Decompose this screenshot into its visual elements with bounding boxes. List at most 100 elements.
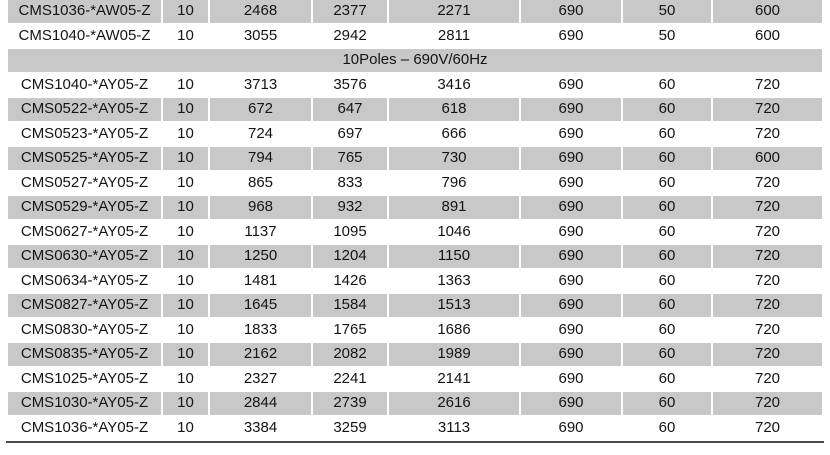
model-cell: CMS1040-*AW05-Z <box>8 24 161 47</box>
value-cell: 690 <box>521 343 621 366</box>
value-cell: 720 <box>713 294 822 317</box>
value-cell: 50 <box>623 0 711 23</box>
value-cell: 697 <box>313 122 387 145</box>
value-cell: 3113 <box>389 416 519 439</box>
value-cell: 600 <box>713 0 822 23</box>
value-cell: 10 <box>163 318 208 341</box>
value-cell: 2162 <box>210 343 311 366</box>
value-cell: 2141 <box>389 367 519 390</box>
value-cell: 1426 <box>313 269 387 292</box>
table-row: CMS0627-*AY05-Z 10 1137 1095 1046 690 60 720 <box>8 220 822 243</box>
value-cell: 10 <box>163 73 208 96</box>
value-cell: 720 <box>713 196 822 219</box>
value-cell: 720 <box>713 416 822 439</box>
value-cell: 60 <box>623 220 711 243</box>
value-cell: 720 <box>713 98 822 121</box>
model-cell: CMS1030-*AY05-Z <box>8 392 161 415</box>
model-cell: CMS0835-*AY05-Z <box>8 343 161 366</box>
value-cell: 60 <box>623 318 711 341</box>
model-cell: CMS0522-*AY05-Z <box>8 98 161 121</box>
value-cell: 730 <box>389 147 519 170</box>
table-row: CMS0522-*AY05-Z 10 672 647 618 690 60 720 <box>8 98 822 121</box>
table-row: CMS0529-*AY05-Z 10 968 932 891 690 60 720 <box>8 196 822 219</box>
value-cell: 690 <box>521 73 621 96</box>
value-cell: 720 <box>713 367 822 390</box>
value-cell: 2082 <box>313 343 387 366</box>
value-cell: 690 <box>521 98 621 121</box>
value-cell: 1989 <box>389 343 519 366</box>
value-cell: 3713 <box>210 73 311 96</box>
value-cell: 60 <box>623 147 711 170</box>
value-cell: 10 <box>163 122 208 145</box>
value-cell: 3384 <box>210 416 311 439</box>
value-cell: 720 <box>713 73 822 96</box>
model-cell: CMS0523-*AY05-Z <box>8 122 161 145</box>
value-cell: 1204 <box>313 245 387 268</box>
value-cell: 60 <box>623 196 711 219</box>
value-cell: 690 <box>521 196 621 219</box>
value-cell: 666 <box>389 122 519 145</box>
value-cell: 690 <box>521 367 621 390</box>
value-cell: 672 <box>210 98 311 121</box>
value-cell: 60 <box>623 392 711 415</box>
table-row: CMS0630-*AY05-Z 10 1250 1204 1150 690 60 720 <box>8 245 822 268</box>
value-cell: 690 <box>521 122 621 145</box>
value-cell: 10 <box>163 24 208 47</box>
value-cell: 10 <box>163 196 208 219</box>
value-cell: 1513 <box>389 294 519 317</box>
section-header-row: 10Poles – 690V/60Hz <box>8 49 822 72</box>
table-row: CMS1036-*AW05-Z 10 2468 2377 2271 690 50 600 <box>8 0 822 23</box>
value-cell: 1765 <box>313 318 387 341</box>
table-row: CMS0525-*AY05-Z 10 794 765 730 690 60 600 <box>8 147 822 170</box>
value-cell: 2811 <box>389 24 519 47</box>
value-cell: 600 <box>713 24 822 47</box>
value-cell: 10 <box>163 294 208 317</box>
value-cell: 618 <box>389 98 519 121</box>
value-cell: 60 <box>623 98 711 121</box>
value-cell: 10 <box>163 220 208 243</box>
table-row: CMS0835-*AY05-Z 10 2162 2082 1989 690 60 720 <box>8 343 822 366</box>
value-cell: 1250 <box>210 245 311 268</box>
value-cell: 891 <box>389 196 519 219</box>
value-cell: 2241 <box>313 367 387 390</box>
value-cell: 968 <box>210 196 311 219</box>
value-cell: 690 <box>521 171 621 194</box>
value-cell: 1481 <box>210 269 311 292</box>
value-cell: 690 <box>521 0 621 23</box>
value-cell: 10 <box>163 147 208 170</box>
value-cell: 60 <box>623 367 711 390</box>
model-cell: CMS0827-*AY05-Z <box>8 294 161 317</box>
value-cell: 3055 <box>210 24 311 47</box>
value-cell: 1363 <box>389 269 519 292</box>
value-cell: 690 <box>521 269 621 292</box>
spec-table: CMS1036-*AW05-Z 10 2468 2377 2271 690 50 600 CMS… <box>6 0 824 443</box>
table-row: CMS1030-*AY05-Z 10 2844 2739 2616 690 60 720 <box>8 392 822 415</box>
table-row: CMS0523-*AY05-Z 10 724 697 666 690 60 720 <box>8 122 822 145</box>
table-row: CMS0830-*AY05-Z 10 1833 1765 1686 690 60 720 <box>8 318 822 341</box>
value-cell: 60 <box>623 122 711 145</box>
value-cell: 720 <box>713 245 822 268</box>
value-cell: 720 <box>713 392 822 415</box>
value-cell: 1584 <box>313 294 387 317</box>
model-cell: CMS1025-*AY05-Z <box>8 367 161 390</box>
value-cell: 796 <box>389 171 519 194</box>
value-cell: 1833 <box>210 318 311 341</box>
model-cell: CMS0830-*AY05-Z <box>8 318 161 341</box>
model-cell: CMS1036-*AW05-Z <box>8 0 161 23</box>
table-row: CMS1040-*AW05-Z 10 3055 2942 2811 690 50 600 <box>8 24 822 47</box>
value-cell: 794 <box>210 147 311 170</box>
value-cell: 2616 <box>389 392 519 415</box>
model-cell: CMS0529-*AY05-Z <box>8 196 161 219</box>
value-cell: 765 <box>313 147 387 170</box>
value-cell: 2377 <box>313 0 387 23</box>
model-cell: CMS1040-*AY05-Z <box>8 73 161 96</box>
table-row: CMS0634-*AY05-Z 10 1481 1426 1363 690 60 720 <box>8 269 822 292</box>
model-cell: CMS0527-*AY05-Z <box>8 171 161 194</box>
value-cell: 2844 <box>210 392 311 415</box>
value-cell: 10 <box>163 367 208 390</box>
model-cell: CMS0630-*AY05-Z <box>8 245 161 268</box>
value-cell: 600 <box>713 147 822 170</box>
model-cell: CMS0525-*AY05-Z <box>8 147 161 170</box>
value-cell: 10 <box>163 245 208 268</box>
table-row: CMS0827-*AY05-Z 10 1645 1584 1513 690 60 720 <box>8 294 822 317</box>
